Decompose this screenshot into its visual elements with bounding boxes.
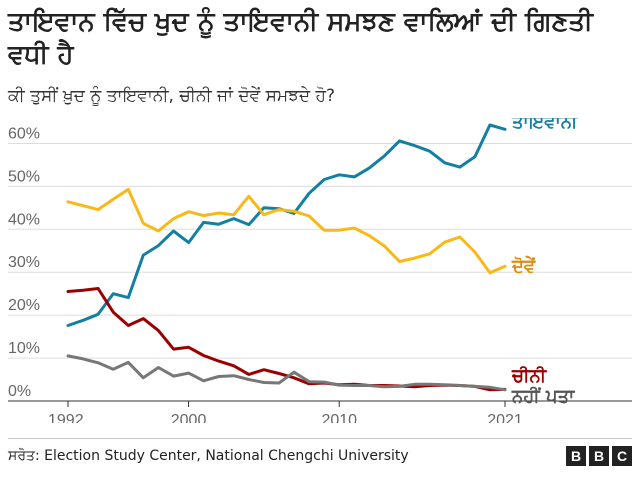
y-tick-label: 50% [8,168,40,185]
y-tick-label: 20% [8,297,40,314]
series-label-3: ਨਹੀਂ ਪਤਾ [511,386,575,407]
series-labels: ਤਾਇਵਾਨੀ ਦੋਵੇਂ ਚੀਨੀਨਹੀਂ ਪਤਾ [511,118,579,407]
y-tick-label: 30% [8,254,40,271]
x-axis-ticks: 1992 2000 2010 2021 [48,401,523,423]
source-note: ਸਰੋਤ: Election Study Center, National Ch… [8,448,409,464]
bbc-logo-letter-b1: B [566,446,586,466]
chart-title: ਤਾਇਵਾਨ ਵਿੱਚ ਖੁਦ ਨੂੰ ਤਾਇਵਾਨੀ ਸਮਝਣ ਵਾਲਿਆਂ … [8,7,593,70]
y-tick-label: 10% [8,340,40,357]
x-tick-label: 2000 [171,412,207,423]
series-label-1: ਦੋਵੇਂ [511,256,536,277]
series-line-3 [66,354,507,392]
y-tick-label: 40% [8,211,40,228]
series-label-2: ਚੀਨੀ [511,365,548,386]
x-tick-label: 1992 [48,412,84,423]
line-chart: 0% 10% 20% 30% 40% 50% 60% 1992 2000 2010 2021 ਤਾ… [8,118,632,423]
grid-lines [8,142,632,402]
x-tick-label: 2010 [321,412,357,423]
series-label-0: ਤਾਇਵਾਨੀ [511,118,579,132]
bbc-logo: B B C [566,446,632,466]
y-axis-ticks: 0% 10% 20% 30% 40% 50% 60% [8,125,40,400]
series-lines [66,123,507,392]
chart-subtitle: ਕੀ ਤੁਸੀਂ ਖ਼ੁਦ ਨੂੰ ਤਾਇਵਾਨੀ, ਚੀਨੀ ਜਾਂ ਦੋਵੇ… [8,86,335,106]
series-line-0 [66,123,507,327]
x-tick-label: 2021 [487,412,523,423]
bbc-logo-letter-c: C [612,446,632,466]
bbc-logo-letter-b2: B [589,446,609,466]
y-tick-label: 60% [8,125,40,142]
series-line-2 [66,287,507,392]
series-line-1 [66,187,507,275]
y-tick-label: 0% [8,383,31,400]
footer-divider [8,438,632,439]
